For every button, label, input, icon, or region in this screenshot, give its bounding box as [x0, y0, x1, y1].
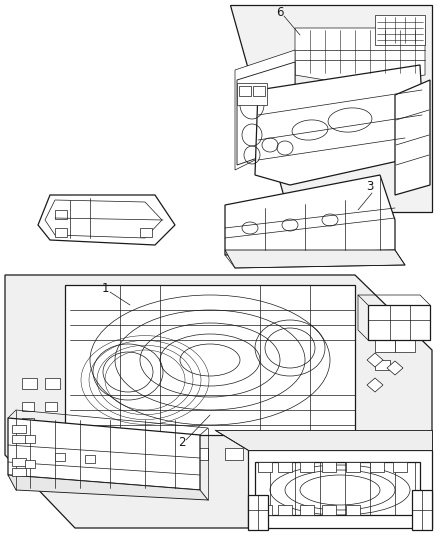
- Polygon shape: [225, 250, 405, 268]
- Bar: [140, 228, 152, 237]
- Bar: [55, 453, 65, 461]
- Bar: [393, 462, 407, 472]
- Bar: [12, 435, 26, 443]
- Polygon shape: [375, 15, 425, 45]
- Polygon shape: [248, 450, 432, 528]
- Bar: [253, 86, 265, 96]
- Bar: [12, 425, 26, 433]
- Polygon shape: [215, 430, 432, 450]
- Polygon shape: [368, 305, 430, 340]
- Bar: [270, 448, 288, 460]
- Bar: [278, 505, 292, 515]
- Bar: [239, 86, 251, 96]
- Bar: [322, 505, 336, 515]
- Bar: [322, 462, 336, 472]
- Polygon shape: [65, 285, 355, 435]
- Bar: [346, 505, 360, 515]
- Bar: [258, 505, 272, 515]
- Bar: [375, 360, 390, 370]
- Bar: [390, 318, 402, 330]
- Polygon shape: [255, 65, 425, 185]
- Polygon shape: [235, 50, 295, 170]
- Polygon shape: [45, 200, 162, 238]
- Polygon shape: [367, 353, 383, 367]
- Bar: [258, 462, 272, 472]
- Text: 2: 2: [178, 435, 186, 448]
- Bar: [25, 435, 35, 443]
- Bar: [237, 83, 267, 105]
- Polygon shape: [230, 5, 432, 212]
- Bar: [225, 448, 243, 460]
- Text: 6: 6: [276, 5, 284, 19]
- Bar: [395, 340, 415, 352]
- Bar: [45, 402, 57, 411]
- Polygon shape: [412, 490, 432, 530]
- Bar: [55, 228, 67, 237]
- Text: 3: 3: [366, 181, 374, 193]
- Polygon shape: [38, 195, 175, 245]
- Bar: [22, 418, 34, 427]
- Polygon shape: [367, 378, 383, 392]
- Bar: [25, 460, 35, 468]
- Polygon shape: [237, 62, 295, 165]
- Polygon shape: [387, 361, 403, 375]
- Bar: [55, 210, 67, 219]
- Polygon shape: [248, 495, 268, 530]
- Bar: [12, 468, 26, 476]
- Bar: [300, 505, 314, 515]
- Bar: [375, 340, 395, 352]
- Bar: [85, 455, 95, 463]
- Bar: [22, 402, 34, 411]
- Bar: [190, 448, 208, 460]
- Polygon shape: [8, 418, 200, 490]
- Bar: [278, 462, 292, 472]
- Polygon shape: [255, 462, 420, 515]
- Bar: [12, 458, 26, 466]
- Polygon shape: [295, 28, 425, 85]
- Polygon shape: [8, 475, 208, 500]
- Polygon shape: [5, 275, 432, 528]
- Bar: [22, 378, 37, 389]
- Text: 1: 1: [101, 281, 109, 295]
- Polygon shape: [395, 80, 430, 195]
- Bar: [300, 462, 314, 472]
- Bar: [22, 432, 42, 442]
- Polygon shape: [225, 175, 395, 255]
- Bar: [165, 448, 183, 460]
- Bar: [370, 462, 384, 472]
- Bar: [346, 462, 360, 472]
- Bar: [45, 378, 60, 389]
- Bar: [408, 318, 420, 330]
